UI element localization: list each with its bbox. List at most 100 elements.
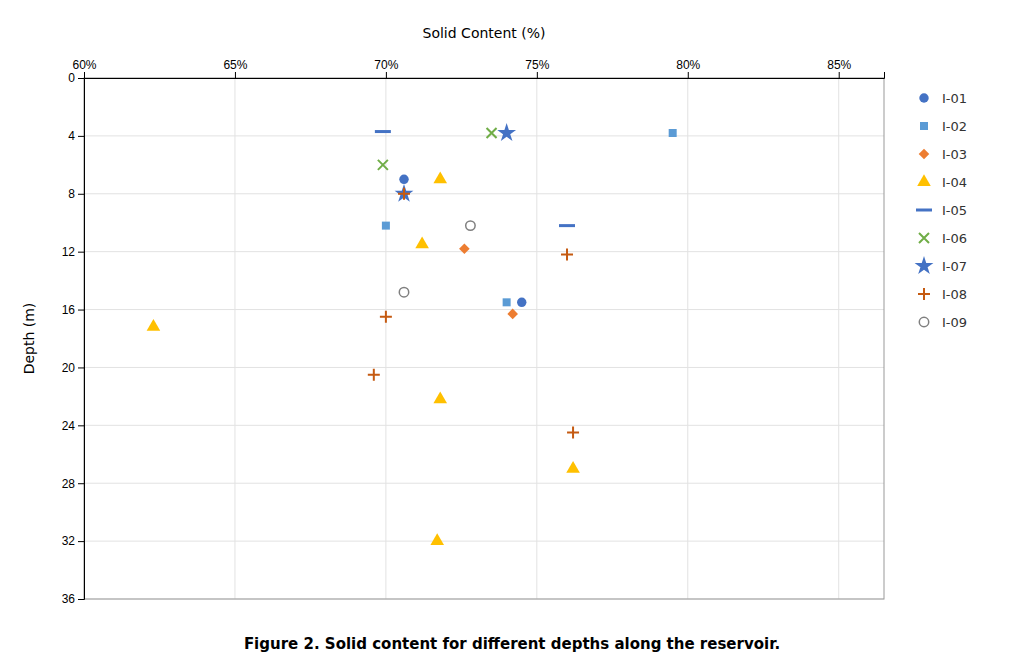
tick-label: 8: [68, 187, 75, 201]
point: [459, 243, 470, 254]
grid-line-x: [385, 78, 386, 599]
tick: 70%: [374, 58, 398, 78]
grid: [84, 78, 884, 599]
tick-mark: [78, 541, 84, 542]
series: [378, 128, 497, 170]
tick-mark: [78, 425, 84, 426]
tick-mark: [839, 72, 840, 78]
legend-label: I-06: [942, 231, 967, 246]
legend-item: I-07: [915, 256, 967, 274]
legend-item: I-08: [918, 287, 967, 302]
tick-label: 32: [62, 534, 76, 548]
legend-item: I-01: [919, 91, 967, 106]
grid-line-y: [84, 251, 884, 252]
legend-marker: [919, 233, 929, 243]
legend-label: I-05: [942, 203, 967, 218]
series: [375, 132, 575, 226]
point: [399, 175, 408, 184]
tick-label: 60%: [72, 58, 96, 72]
tick-mark: [537, 72, 538, 78]
point: [433, 171, 447, 183]
grid-line-x: [687, 78, 688, 599]
tick-mark: [84, 72, 85, 78]
grid-line-y: [84, 193, 884, 194]
tick-label: 28: [62, 477, 76, 491]
point: [147, 319, 161, 331]
plot-area: 60% 65% 70% 75% 80% 85% 0 4 8 12 16 20 24 28 32 36: [62, 58, 885, 606]
tick: 20: [62, 361, 84, 375]
tick: 28: [62, 477, 84, 491]
grid-line-y: [84, 541, 884, 542]
tick-mark: [78, 136, 84, 137]
point: [503, 298, 511, 306]
legend-item: I-06: [919, 231, 967, 246]
legend: I-01I-02I-03I-04I-05I-06I-07I-08I-09: [915, 91, 967, 330]
grid-line-x: [234, 78, 235, 599]
tick: 80%: [676, 58, 700, 78]
plot-frame: [84, 78, 884, 599]
legend-marker: [916, 209, 932, 212]
y-axis: 0 4 8 12 16 20 24 28 32 36: [62, 71, 85, 606]
x-axis-title: Solid Content (%): [423, 25, 546, 41]
grid-line-y: [84, 425, 884, 426]
legend-marker: [918, 288, 930, 300]
grid-line-y: [84, 135, 884, 136]
tick-mark: [78, 367, 84, 368]
point: [415, 237, 429, 249]
point: [567, 427, 579, 439]
chart-svg: 60% 65% 70% 75% 80% 85% 0 4 8 12 16 20 24 28 32 36 Solid…: [0, 0, 1024, 671]
tick: 85%: [827, 58, 851, 78]
series: [399, 221, 475, 297]
point: [433, 391, 447, 403]
series: [399, 175, 526, 307]
point: [378, 160, 388, 170]
tick-mark: [78, 78, 84, 79]
tick-mark: [688, 72, 689, 78]
legend-marker: [920, 122, 928, 130]
tick: 65%: [223, 58, 247, 78]
tick: 60%: [72, 58, 96, 78]
caption: Figure 2. Solid content for different de…: [244, 635, 780, 653]
grid-line-y: [84, 309, 884, 310]
legend-label: I-02: [942, 119, 967, 134]
legend-item: I-05: [916, 203, 967, 218]
chart-container: 60% 65% 70% 75% 80% 85% 0 4 8 12 16 20 24 28 32 36 Solid…: [0, 0, 1024, 671]
point: [559, 224, 575, 227]
tick-label: 65%: [223, 58, 247, 72]
point: [566, 461, 580, 473]
tick-label: 4: [68, 129, 75, 143]
legend-label: I-08: [942, 287, 967, 302]
point: [380, 311, 392, 323]
axis-line: [78, 79, 85, 600]
tick-label: 12: [62, 245, 76, 259]
tick-label: 36: [62, 592, 76, 606]
series: [382, 129, 677, 306]
legend-label: I-09: [942, 315, 967, 330]
legend-marker: [919, 149, 930, 160]
tick: 12: [62, 245, 84, 259]
tick-mark: [78, 599, 84, 600]
axis-line: [85, 72, 885, 79]
point: [561, 249, 573, 261]
tick-mark: [78, 252, 84, 253]
point: [382, 222, 390, 230]
tick: 16: [62, 303, 84, 317]
legend-item: I-09: [919, 315, 967, 330]
tick-label: 80%: [676, 58, 700, 72]
point: [517, 298, 526, 307]
legend-marker: [919, 317, 928, 326]
legend-label: I-07: [942, 259, 967, 274]
tick-mark: [78, 483, 84, 484]
tick-mark: [386, 72, 387, 78]
point: [430, 533, 444, 545]
point: [669, 129, 677, 137]
tick: 75%: [525, 58, 549, 78]
legend-item: I-03: [919, 147, 967, 162]
grid-line-y: [84, 367, 884, 368]
point: [507, 309, 518, 320]
legend-item: I-02: [920, 119, 967, 134]
tick-label: 70%: [374, 58, 398, 72]
tick: 24: [62, 419, 84, 433]
legend-marker: [917, 174, 931, 186]
tick: 0: [68, 71, 84, 85]
